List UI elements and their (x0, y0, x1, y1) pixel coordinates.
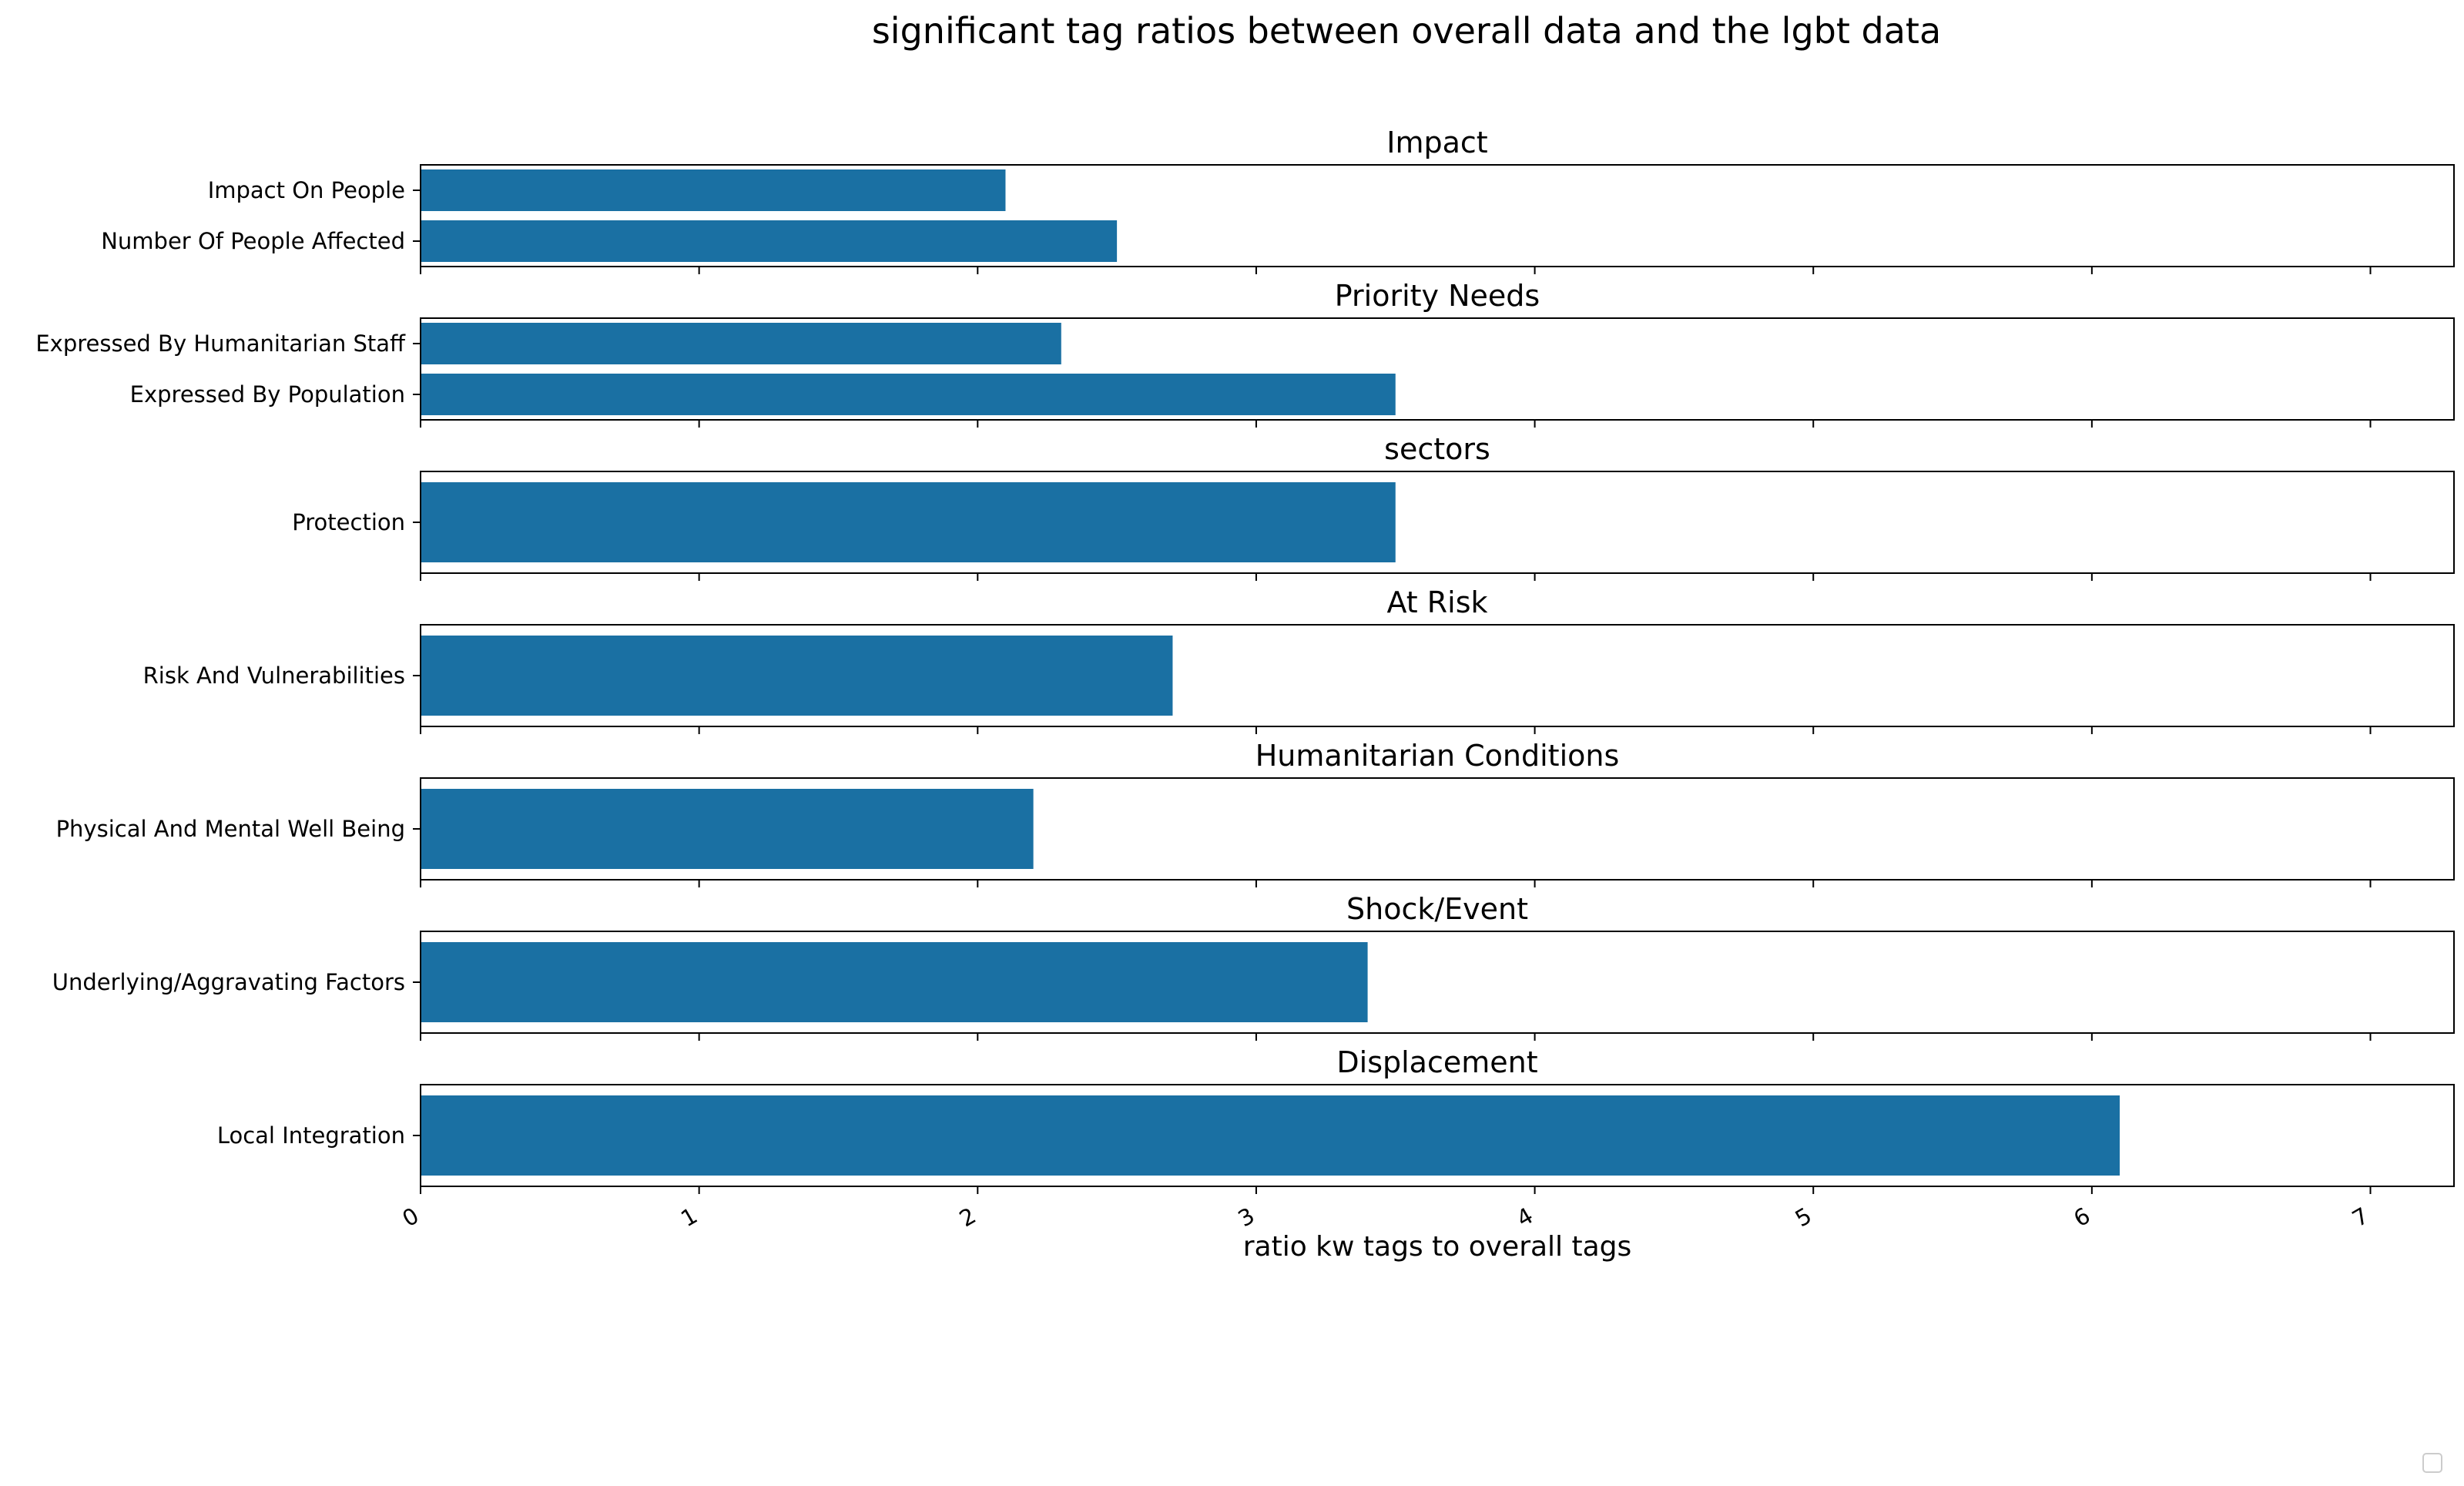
y-tick-label: Number Of People Affected (101, 228, 405, 254)
panel-title: Humanitarian Conditions (1255, 739, 1620, 773)
bar (421, 374, 1396, 415)
panel-title: sectors (1384, 432, 1490, 466)
panel-6: Displacement Local Integration (217, 1045, 2455, 1194)
panel-frame (420, 164, 2455, 267)
bar (421, 323, 1061, 364)
y-tick-label: Impact On People (208, 177, 405, 203)
panel-3: At Risk Risk And Vulnerabilities (143, 585, 2455, 734)
panel-frame (420, 317, 2455, 421)
bar (421, 482, 1396, 562)
panel-0: Impact Impact On People Number Of People A… (101, 126, 2455, 274)
panel-4: Humanitarian Conditions Physical And Ment… (56, 739, 2455, 887)
x-axis-label: ratio kw tags to overall tags (1243, 1231, 1632, 1263)
bar (421, 789, 1034, 869)
panel-5: Shock/Event Underlying/Aggravating Factor… (52, 892, 2455, 1041)
panel-title: Priority Needs (1335, 279, 1540, 313)
bar (421, 636, 1173, 716)
panel-frame (420, 931, 2455, 1034)
chart-title: significant tag ratios between overall d… (872, 10, 1941, 52)
y-tick-label: Underlying/Aggravating Factors (52, 969, 405, 995)
bar (421, 942, 1368, 1022)
panel-frame (420, 471, 2455, 574)
y-tick-label: Expressed By Humanitarian Staff (35, 330, 406, 357)
y-tick-label: Physical And Mental Well Being (56, 816, 405, 842)
bar (421, 169, 1006, 211)
bar (421, 220, 1118, 262)
panel-title: Displacement (1336, 1045, 1537, 1079)
panel-title: Shock/Event (1346, 892, 1528, 926)
panel-2: sectors Protection (292, 432, 2455, 581)
panel-frame (420, 1084, 2455, 1187)
y-tick-label: Protection (292, 509, 405, 535)
panel-title: At Risk (1386, 585, 1487, 619)
panel-frame (420, 777, 2455, 881)
y-tick-label: Local Integration (217, 1122, 405, 1149)
panel-title: Impact (1386, 126, 1487, 159)
y-tick-label: Risk And Vulnerabilities (143, 662, 405, 689)
panel-1: Priority Needs Expressed By Humanitarian … (35, 279, 2455, 428)
panel-frame (420, 624, 2455, 727)
legend-box (2422, 1453, 2442, 1473)
y-tick-label: Expressed By Population (130, 381, 405, 408)
bar (421, 1095, 2120, 1176)
panels-layer: Impact Impact On People Number Of People A… (35, 126, 2455, 1194)
